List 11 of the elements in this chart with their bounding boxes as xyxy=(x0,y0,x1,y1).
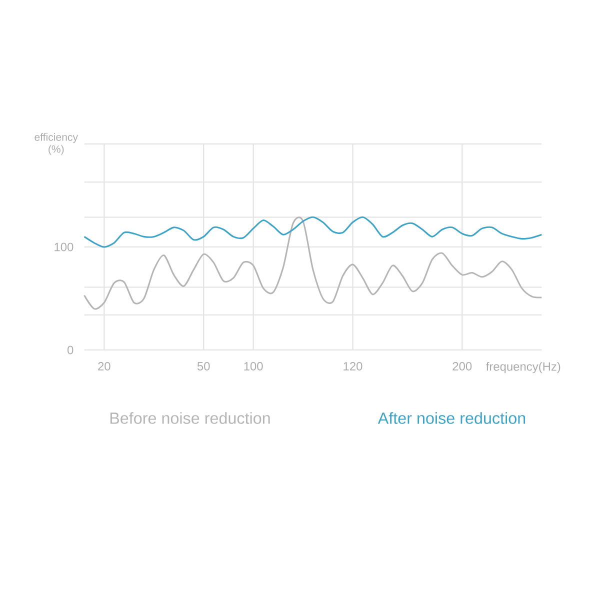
y-axis-title: efficiency (%) xyxy=(34,133,78,155)
y-tick-label: 0 xyxy=(68,346,74,354)
x-tick-label: 100 xyxy=(244,362,263,370)
x-tick-label: 200 xyxy=(452,362,472,370)
x-tick-label: 20 xyxy=(98,362,110,370)
x-tick-label: 50 xyxy=(197,362,210,370)
x-axis-title: frequency(Hz) xyxy=(486,362,560,374)
text: After noise reduction xyxy=(378,412,526,424)
text: Before noise reduction xyxy=(110,412,270,424)
line-series xyxy=(84,216,542,248)
x-tick-label: 120 xyxy=(344,362,362,370)
